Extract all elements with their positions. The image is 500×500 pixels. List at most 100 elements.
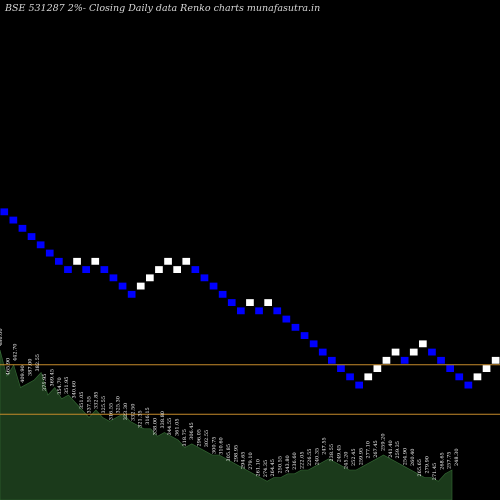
price-label: 274.35: [263, 460, 269, 478]
renko-brick-up: [418, 339, 428, 349]
price-label: 261.10: [255, 459, 261, 477]
price-label: 305.85: [226, 444, 232, 462]
renko-brick-down: [54, 257, 64, 266]
price-label: 264.45: [270, 459, 276, 477]
price-label: 302.55: [204, 430, 210, 448]
renko-brick-down: [199, 273, 210, 283]
renko-brick-down: [254, 306, 264, 316]
price-label: 259.20: [381, 434, 387, 452]
price-label: 254.90: [403, 448, 409, 466]
renko-brick-down: [272, 306, 282, 316]
price-label: 361.05: [175, 419, 181, 437]
price-label: 338.80: [160, 411, 166, 429]
price-label: 238.55: [329, 444, 335, 462]
price-label: 369.45: [50, 369, 56, 387]
renko-brick-up: [154, 265, 164, 274]
renko-brick-down: [327, 356, 337, 365]
renko-brick-up: [72, 257, 82, 266]
price-label: 260.40: [410, 449, 416, 467]
renko-brick-down: [427, 347, 437, 357]
price-label: 337.55: [86, 396, 92, 414]
price-label: 306.45: [189, 422, 195, 440]
renko-brick-down: [127, 290, 137, 299]
renko-brick-down: [463, 380, 474, 390]
price-label: 298.95: [233, 445, 239, 463]
price-label: 300.75: [211, 437, 217, 455]
renko-brick-down: [26, 232, 37, 241]
price-label: 249.45: [336, 445, 342, 463]
renko-brick-up: [145, 273, 155, 283]
chart-title: BSE 531287 2%- Closing Daily data Renko …: [5, 3, 321, 14]
renko-brick-up: [181, 257, 191, 266]
price-label: 245.20: [344, 452, 350, 470]
price-label: 271.45: [432, 463, 438, 481]
price-label: 321.35: [138, 410, 144, 428]
renko-brick-up: [245, 298, 255, 307]
price-label: 332.85: [94, 392, 100, 410]
price-label: 340.60: [72, 381, 78, 399]
renko-brick-down: [345, 372, 355, 382]
renko-brick-down: [281, 314, 292, 324]
renko-brick-down: [190, 265, 201, 274]
renko-bricks: [0, 207, 500, 390]
renko-brick-up: [363, 372, 373, 382]
price-label: 325.55: [101, 396, 107, 414]
price-label: 409.90: [20, 365, 26, 383]
price-label: 279.10: [248, 452, 254, 470]
price-label: 243.80: [285, 455, 291, 473]
renko-brick-up: [490, 356, 500, 365]
renko-brick-down: [0, 207, 9, 217]
price-label: 277.10: [366, 441, 372, 459]
renko-brick-down: [108, 273, 119, 283]
price-label: 250.55: [278, 456, 284, 474]
price-label: 442.70: [13, 344, 19, 362]
renko-brick-up: [172, 265, 182, 274]
price-label: 247.55: [322, 437, 328, 455]
price-label: 323.30: [123, 403, 129, 421]
renko-brick-down: [336, 364, 346, 373]
renko-brick-down: [308, 339, 319, 349]
renko-brick-down: [318, 347, 328, 357]
price-label: 259.95: [358, 448, 364, 466]
price-label: 240.35: [314, 448, 320, 466]
renko-brick-down: [227, 298, 237, 307]
renko-brick-down: [99, 265, 109, 274]
price-label: 351.05: [79, 392, 85, 410]
renko-brick-up: [481, 364, 492, 373]
renko-brick-down: [45, 248, 55, 258]
price-label: 257.75: [447, 452, 453, 470]
renko-brick-up: [263, 298, 273, 307]
renko-brick-down: [17, 224, 28, 233]
price-label: 222.05: [300, 452, 306, 470]
renko-brick-down: [454, 372, 464, 382]
price-label: 351.95: [64, 377, 70, 395]
renko-brick-down: [36, 240, 46, 250]
renko-brick-down: [117, 281, 128, 291]
renko-brick-down: [399, 356, 410, 365]
renko-brick-down: [236, 306, 246, 316]
price-label: 267.45: [373, 440, 379, 458]
renko-brick-up: [136, 281, 146, 291]
price-label: 268.65: [439, 452, 445, 470]
renko-brick-down: [445, 364, 455, 373]
renko-brick-up: [381, 356, 392, 365]
reference-lines: [0, 364, 500, 415]
renko-brick-up: [472, 372, 483, 382]
price-label: 318.75: [182, 429, 188, 447]
price-label: 338.00: [153, 418, 159, 436]
price-label: 465.90: [5, 358, 11, 376]
price-label: 344.55: [167, 418, 173, 436]
renko-brick-down: [63, 265, 73, 274]
volume-area: [0, 349, 453, 500]
renko-brick-down: [208, 281, 219, 291]
price-label: 236.60: [292, 452, 298, 470]
price-label: 279.90: [425, 456, 431, 474]
price-label: 294.65: [241, 452, 247, 470]
price-label: 382.55: [35, 354, 41, 372]
price-label: 354.70: [57, 377, 63, 395]
renko-brick-up: [372, 364, 383, 373]
price-label: 325.30: [116, 396, 122, 414]
renko-brick-up: [163, 257, 173, 266]
